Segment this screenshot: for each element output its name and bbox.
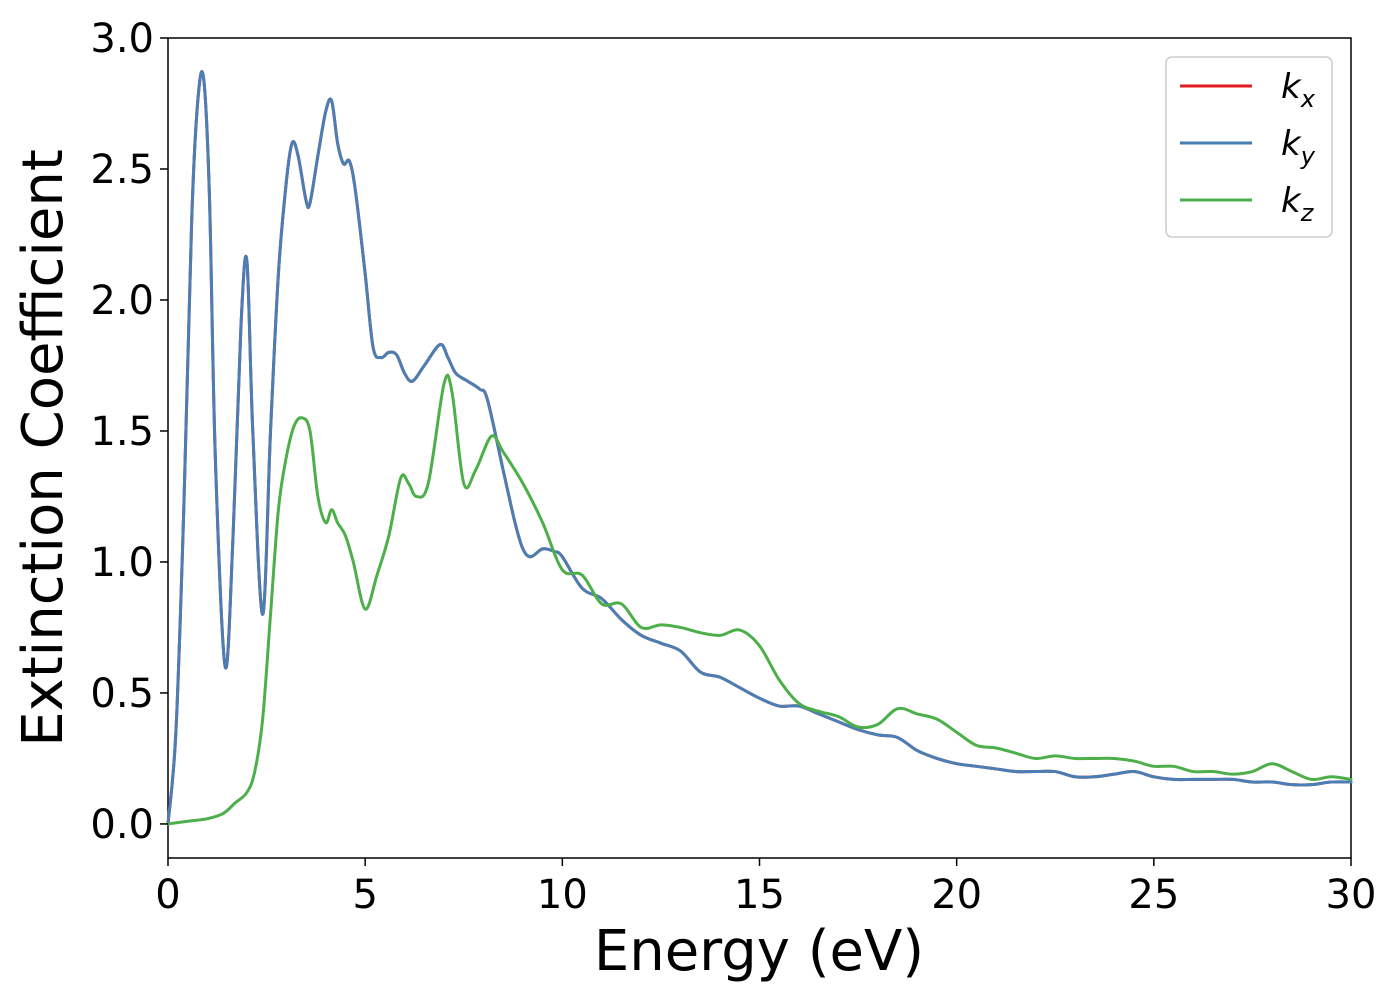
legend-label-y: ky [1281,124,1316,170]
legend: kx ky kz [1165,56,1333,238]
x-tick-label: 20 [931,872,982,918]
legend-box [1165,56,1333,238]
plot-frame [167,37,1352,859]
legend-label-x: kx [1281,67,1316,113]
y-tick-label: 0.0 [90,802,154,848]
y-tick-label: 0.5 [90,671,154,717]
x-axis-ticks: 0 5 10 15 20 25 30 [155,858,1376,918]
x-tick-label: 10 [537,872,588,918]
y-tick-label: 1.5 [90,409,154,455]
x-axis-title: Energy (eV) [594,919,924,984]
x-tick-label: 30 [1326,872,1377,918]
series-layer [166,70,1353,826]
y-axis-ticks: 0.0 0.5 1.0 1.5 2.0 2.5 3.0 [90,16,168,848]
y-tick-label: 2.5 [90,147,154,193]
x-tick-label: 0 [155,872,180,918]
y-tick-label: 1.0 [90,540,154,586]
y-tick-label: 3.0 [90,16,154,62]
x-tick-label: 15 [734,872,785,918]
x-tick-label: 5 [352,872,377,918]
y-axis-title: Extinction Coefficient [11,149,76,747]
legend-entries: kx ky kz [1180,67,1316,227]
series-line-kz [166,373,1353,826]
y-tick-label: 2.0 [90,278,154,324]
x-tick-label: 25 [1128,872,1179,918]
series-line-ky [166,70,1353,826]
legend-label-z: kz [1281,181,1315,227]
